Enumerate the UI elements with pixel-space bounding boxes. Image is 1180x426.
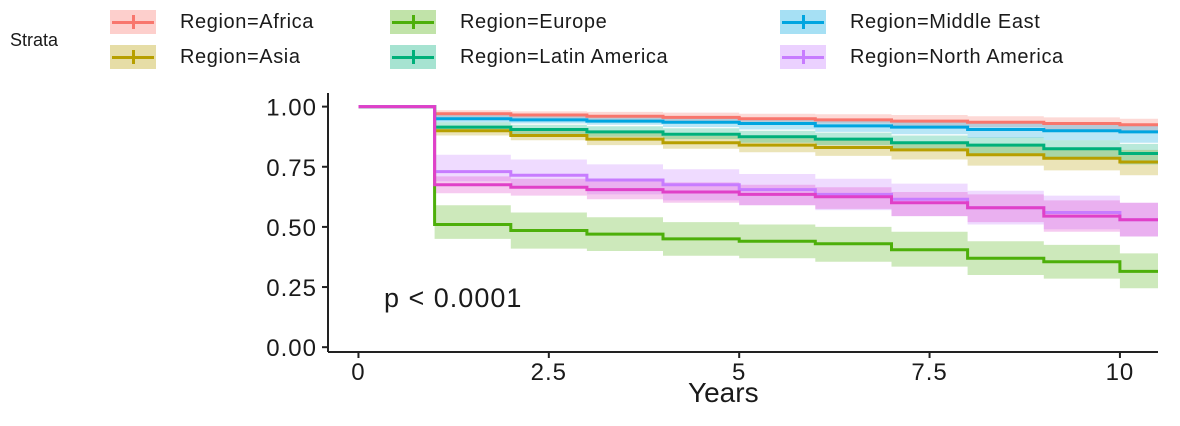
y-tick-label: 0.25 — [266, 275, 317, 302]
survival-line-2 — [358, 105, 1158, 273]
x-tick-label: 0 — [351, 359, 365, 386]
legend-key-icon — [388, 9, 438, 35]
legend-item: Region=North America — [778, 42, 1064, 72]
legend-key-icon — [388, 44, 438, 70]
p-value-annotation: p < 0.0001 — [384, 283, 523, 313]
x-tick-label: 2.5 — [531, 359, 567, 386]
survival-line-6 — [358, 105, 1158, 222]
legend-item: Region=Europe — [388, 7, 607, 37]
legend-item: Region=Africa — [108, 7, 314, 37]
y-tick-label: 0.50 — [266, 215, 317, 242]
x-axis-title: Years — [688, 377, 759, 408]
legend-label: Region=Africa — [180, 10, 314, 33]
legend-key-icon — [108, 9, 158, 35]
x-tick-label: 10 — [1106, 359, 1135, 386]
y-tick-label: 0.00 — [266, 335, 317, 362]
legend-title: Strata — [10, 30, 59, 50]
legend-label: Region=North America — [850, 45, 1064, 68]
y-tick-label: 1.00 — [266, 95, 317, 122]
survival-line-3 — [358, 105, 1158, 155]
legend-key-icon — [778, 9, 828, 35]
legend-item: Region=Middle East — [778, 7, 1040, 37]
survival-line-1 — [358, 105, 1158, 164]
y-tick-label: 0.75 — [266, 155, 317, 182]
x-tick-label: 7.5 — [911, 359, 947, 386]
survival-line-4 — [358, 105, 1158, 134]
legend-key-icon — [778, 44, 828, 70]
legend-key-icon — [108, 44, 158, 70]
legend-item: Region=Asia — [108, 42, 301, 72]
legend-label: Region=Europe — [460, 10, 608, 33]
ci-band-2 — [358, 106, 1158, 289]
legend-item: Region=Latin America — [388, 42, 668, 72]
legend-label: Region=Latin America — [460, 45, 669, 68]
ci-band-1 — [358, 106, 1158, 176]
x-tick-label: 5 — [732, 359, 746, 386]
legend-label: Region=Asia — [180, 45, 301, 68]
legend-label: Region=Middle East — [850, 10, 1041, 33]
survival-line-0 — [358, 105, 1158, 127]
